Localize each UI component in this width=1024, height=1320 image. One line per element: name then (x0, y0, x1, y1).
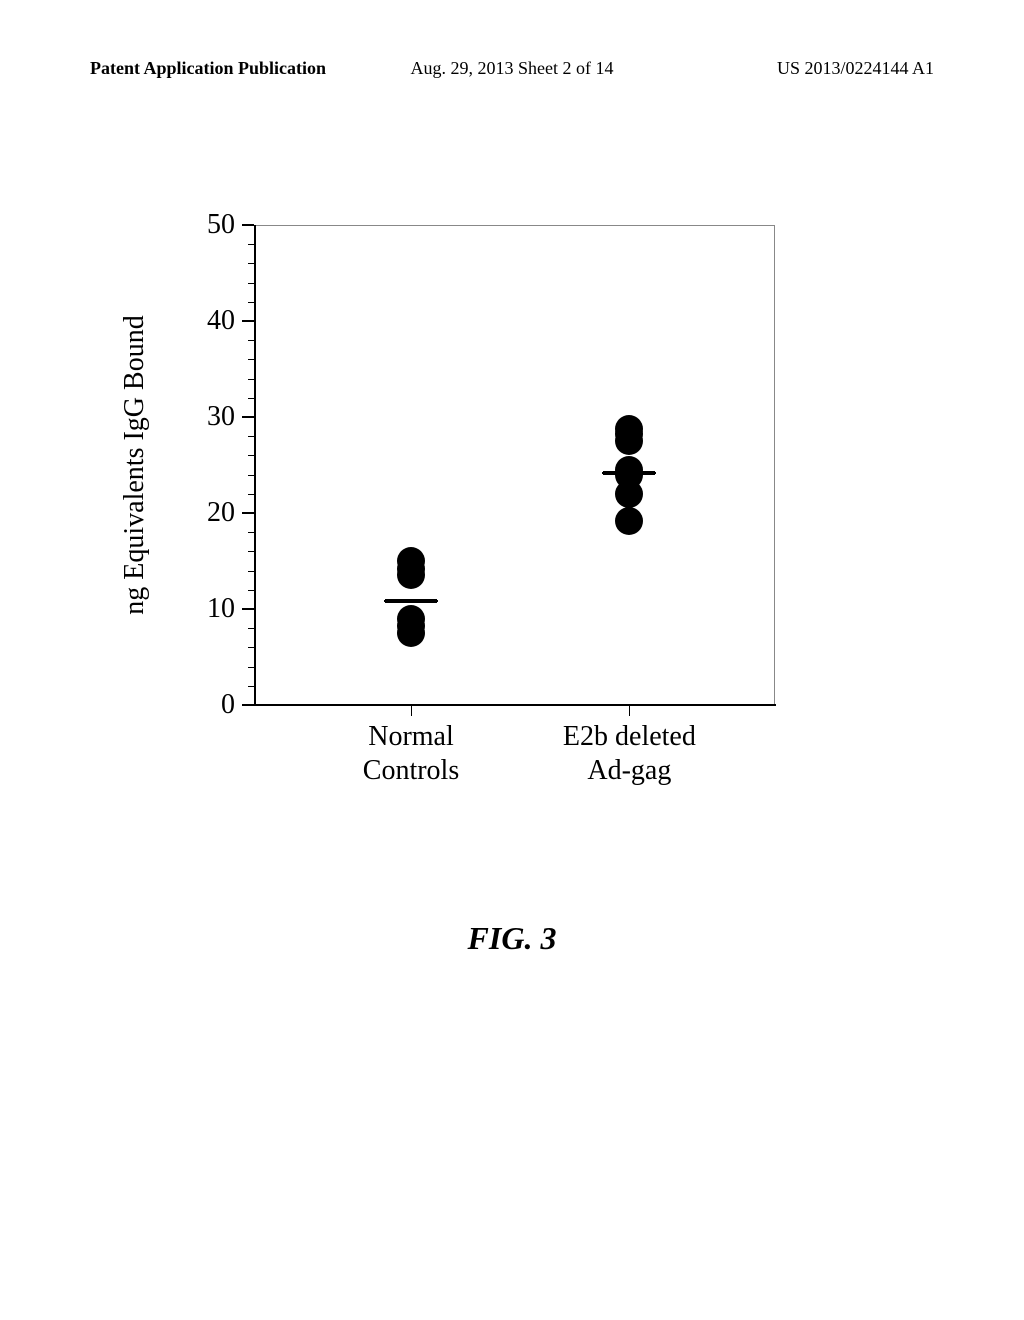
plot-area (255, 225, 775, 705)
data-point (615, 507, 643, 535)
x-tick-label: NormalControls (311, 720, 511, 787)
figure-caption: FIG. 3 (0, 920, 1024, 957)
header-center-text: Aug. 29, 2013 Sheet 2 of 14 (411, 58, 614, 79)
error-whisker (602, 472, 612, 474)
y-minor-tick (248, 628, 254, 629)
y-minor-tick (248, 263, 254, 264)
y-minor-tick (248, 667, 254, 668)
data-point (397, 605, 425, 633)
y-minor-tick (248, 379, 254, 380)
y-tick (242, 224, 254, 226)
y-tick-label: 30 (207, 401, 235, 433)
y-axis-line (254, 225, 256, 705)
y-tick (242, 608, 254, 610)
x-tick (629, 706, 630, 716)
y-tick-label: 50 (207, 209, 235, 241)
error-whisker (428, 600, 438, 602)
data-point (615, 415, 643, 443)
y-minor-tick (248, 398, 254, 399)
y-minor-tick (248, 436, 254, 437)
y-tick (242, 704, 254, 706)
y-minor-tick (248, 590, 254, 591)
y-minor-tick (248, 283, 254, 284)
error-whisker (646, 472, 656, 474)
header-left-text: Patent Application Publication (90, 58, 326, 79)
header-right-text: US 2013/0224144 A1 (777, 58, 934, 79)
y-minor-tick (248, 359, 254, 360)
y-tick (242, 512, 254, 514)
y-minor-tick (248, 686, 254, 687)
x-tick-label: E2b deletedAd-gag (529, 720, 729, 787)
y-tick-label: 0 (221, 689, 235, 721)
y-tick (242, 416, 254, 418)
scatter-chart: ng Equivalents IgG Bound 01020304050 Nor… (145, 225, 775, 795)
x-tick (411, 706, 412, 716)
x-axis-line (254, 704, 776, 706)
y-tick-label: 10 (207, 593, 235, 625)
page-header: Patent Application Publication Aug. 29, … (0, 58, 1024, 79)
y-tick-label: 40 (207, 305, 235, 337)
y-minor-tick (248, 340, 254, 341)
y-minor-tick (248, 494, 254, 495)
y-minor-tick (248, 455, 254, 456)
y-minor-tick (248, 647, 254, 648)
y-minor-tick (248, 244, 254, 245)
y-tick (242, 320, 254, 322)
y-minor-tick (248, 571, 254, 572)
error-whisker (384, 600, 394, 602)
y-minor-tick (248, 532, 254, 533)
y-axis-label: ng Equivalents IgG Bound (119, 315, 151, 614)
data-point (397, 547, 425, 575)
y-minor-tick (248, 302, 254, 303)
y-minor-tick (248, 551, 254, 552)
y-tick-label: 20 (207, 497, 235, 529)
y-minor-tick (248, 475, 254, 476)
